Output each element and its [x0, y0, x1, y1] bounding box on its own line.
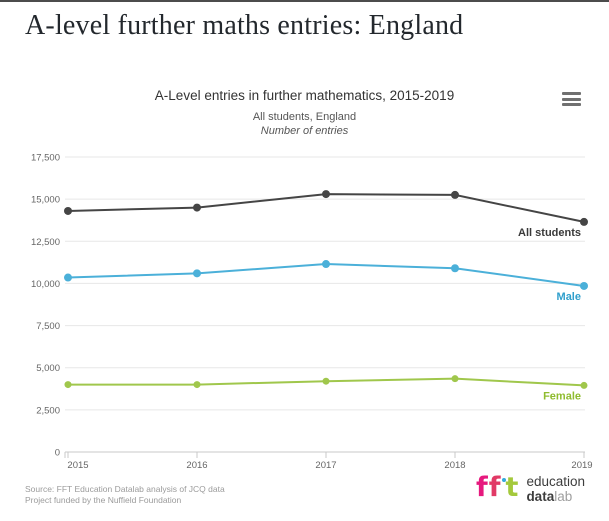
data-point-male-2018[interactable] [451, 264, 459, 273]
logo-letter-f1: f [476, 472, 489, 503]
logo-word-datalab: datalab [526, 488, 585, 505]
export-menu-icon[interactable] [562, 92, 581, 106]
series-label-male: Male [557, 291, 581, 303]
logo-letter-t: t [505, 472, 520, 503]
logo-dot [501, 478, 506, 482]
y-axis-tick-label: 15,000 [31, 195, 60, 206]
series-label-all-students: All students [518, 227, 581, 239]
y-axis-tick-label: 5,000 [36, 363, 60, 374]
source-line-1: Source: FFT Education Datalab analysis o… [25, 484, 225, 494]
data-point-all-students-2016[interactable] [193, 203, 201, 212]
y-axis-tick-label: 2,500 [36, 405, 60, 416]
plot-svg: 0 2,500 5,000 7,500 10,000 12,500 15,000 17,500… [31, 153, 593, 472]
x-axis-tick-label: 2018 [444, 460, 465, 471]
menu-bar [562, 103, 581, 106]
x-axis-tick-label: 2019 [571, 460, 592, 471]
menu-bar [562, 92, 581, 95]
data-point-female-2018[interactable] [451, 375, 459, 383]
chart-subtitle: All students, England [252, 111, 357, 123]
y-axis-tick-label: 7,500 [36, 321, 60, 332]
logo-word-lab: lab [554, 488, 573, 504]
data-point-male-2016[interactable] [193, 269, 201, 278]
logo-word-data: data [526, 488, 555, 504]
source-line-2: Project funded by the Nuffield Foundatio… [25, 495, 182, 505]
y-axis-tick-label: 12,500 [31, 237, 60, 248]
x-axis-tick-label: 2017 [315, 460, 336, 471]
y-axis-tick-label: 10,000 [31, 279, 60, 290]
x-axis-tick-label: 2016 [186, 460, 207, 471]
menu-bar [562, 97, 581, 101]
logo-wordmark: education datalab [526, 474, 585, 505]
logo-word-education: education [526, 474, 585, 489]
data-point-all-students-2017[interactable] [322, 190, 330, 199]
series-line-all-students [67, 193, 585, 223]
data-point-male-2015[interactable] [64, 273, 72, 282]
data-point-male-2019[interactable] [580, 281, 588, 290]
logo-letter-f2: f [488, 472, 502, 503]
fft-logo-mark: ff t [476, 473, 519, 503]
chart-units-label: Number of entries [260, 125, 349, 137]
y-axis-tick-label: 0 [55, 448, 60, 459]
data-point-female-2017[interactable] [322, 377, 330, 385]
series-label-female: Female [543, 390, 581, 402]
chart-title: A-Level entries in further mathematics, … [154, 88, 455, 103]
data-point-female-2015[interactable] [64, 381, 72, 389]
data-point-male-2017[interactable] [322, 260, 330, 269]
data-point-all-students-2015[interactable] [64, 206, 72, 215]
data-point-all-students-2018[interactable] [451, 190, 459, 199]
x-axis-tick-label: 2015 [67, 460, 88, 471]
data-point-female-2016[interactable] [193, 381, 201, 389]
fft-education-datalab-logo: ff t education datalab [476, 473, 585, 505]
data-point-female-2019[interactable] [580, 381, 588, 389]
page-title: A-level further maths entries: England [25, 10, 464, 41]
y-axis-tick-label: 17,500 [31, 153, 60, 164]
data-point-all-students-2019[interactable] [580, 217, 588, 226]
